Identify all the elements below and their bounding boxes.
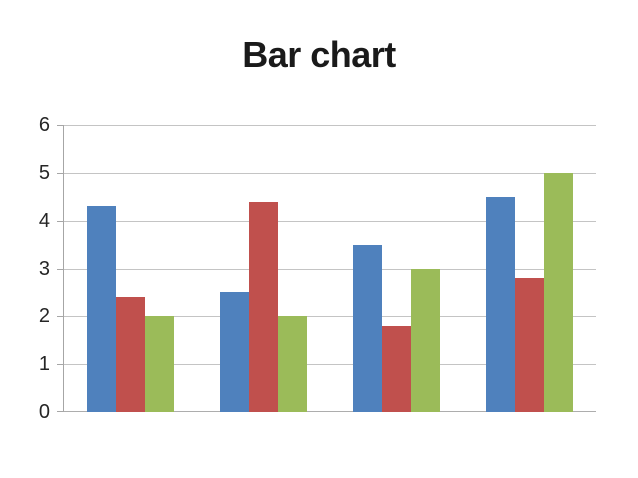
bar xyxy=(544,172,573,412)
gridline xyxy=(64,364,596,366)
bar-groups xyxy=(64,125,596,412)
gridline xyxy=(64,316,596,318)
y-axis-tick xyxy=(57,316,64,318)
gridline xyxy=(64,411,596,412)
bar-group xyxy=(64,125,197,412)
gridline xyxy=(64,172,596,174)
y-axis-tick xyxy=(57,268,64,270)
bar xyxy=(87,206,116,412)
y-axis-tick xyxy=(57,364,64,366)
bar xyxy=(353,244,382,412)
y-axis-tick-label: 1 xyxy=(38,353,50,376)
bar xyxy=(116,297,145,412)
y-axis-tick xyxy=(57,220,64,222)
y-axis-tick-label: 5 xyxy=(38,161,50,184)
y-axis-tick-label: 6 xyxy=(38,114,50,136)
bar xyxy=(515,278,544,412)
y-axis-tick-label: 4 xyxy=(38,209,50,232)
bar xyxy=(278,316,307,412)
y-axis-tick-label: 0 xyxy=(38,401,50,423)
y-axis-tick-label: 3 xyxy=(38,257,50,280)
bar xyxy=(486,196,515,412)
gridline xyxy=(64,125,596,126)
bar-group xyxy=(197,125,330,412)
y-axis-line xyxy=(63,125,64,412)
bar xyxy=(220,292,249,412)
gridline xyxy=(64,268,596,270)
gridline xyxy=(64,220,596,222)
bar xyxy=(382,325,411,412)
bar-group xyxy=(330,125,463,412)
chart-title: Bar chart xyxy=(242,34,396,75)
y-axis-tick xyxy=(57,172,64,174)
bar-group xyxy=(463,125,596,412)
bar xyxy=(411,268,440,412)
y-axis-tick-label: 2 xyxy=(38,305,50,328)
plot-area xyxy=(57,125,596,412)
y-axis-tick xyxy=(57,125,64,126)
bar xyxy=(145,316,174,412)
y-axis-tick xyxy=(57,411,64,412)
bar xyxy=(249,201,278,412)
